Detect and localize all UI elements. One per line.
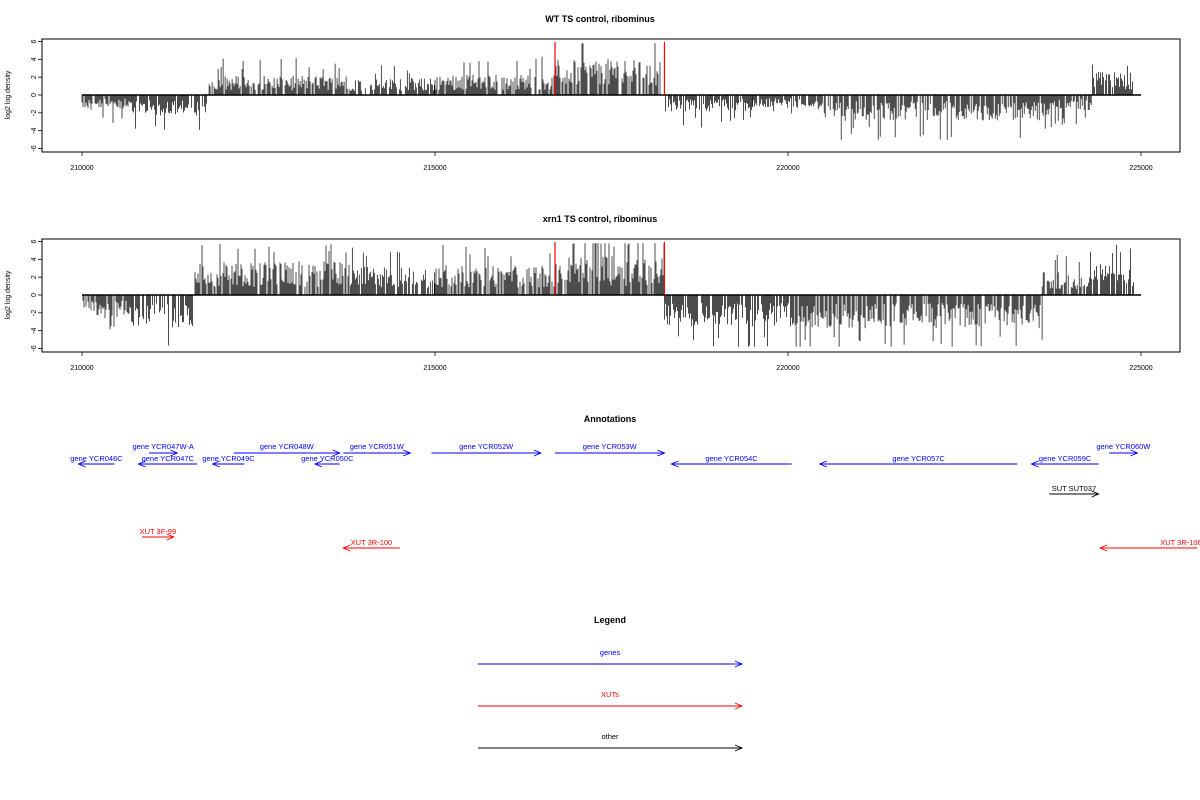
arrow-head (670, 460, 679, 468)
feature-label: gene YCR059C (1039, 454, 1092, 463)
arrow-head (1030, 460, 1039, 468)
y-tick-label: -2 (31, 310, 38, 316)
x-tick-label: 220000 (776, 165, 799, 172)
feature-annotation[interactable]: gene YCR047W-A (132, 442, 194, 457)
arrow-head (137, 460, 146, 468)
arrow-head (1098, 544, 1108, 552)
feature-label: XUT 3R-100 (351, 538, 393, 547)
feature-label: SUT SUT037 (1052, 484, 1096, 493)
arrow-head (1091, 490, 1100, 498)
arrow-head (166, 533, 175, 541)
feature-annotation[interactable]: gene YCR049C (202, 454, 255, 468)
feature-label: gene YCR047C (142, 454, 195, 463)
track-panel-1: WT TS control, ribominus 6 4 2 0 -2 -4 -6 log2 l… (5, 14, 1181, 172)
feature-annotation[interactable]: gene YCR050C (301, 454, 354, 468)
x-tick-label: 225000 (1129, 165, 1152, 172)
y-tick-label: -4 (31, 127, 38, 133)
arrow-head (211, 460, 220, 468)
feature-label: gene YCR048W (260, 442, 315, 451)
arrow-head (403, 449, 412, 457)
legend-item-genes: genes (478, 648, 744, 668)
track-panel-2: xrn1 TS control, ribominus 6 4 2 0 -2 -4 -6 log2… (5, 214, 1181, 372)
feature-label: gene YCR054C (705, 454, 758, 463)
x-tick-label: 215000 (423, 165, 446, 172)
legend-label: genes (600, 648, 621, 657)
feature-label: gene YCR057C (892, 454, 945, 463)
feature-label: gene YCR052W (459, 442, 514, 451)
feature-label: gene YCR051W (350, 442, 405, 451)
density-bars (81, 43, 1133, 141)
legend-title: Legend (594, 615, 626, 625)
legend: Legend genes XUTs other (478, 615, 744, 752)
feature-label: gene YCR047W-A (132, 442, 193, 451)
feature-annotation[interactable]: gene YCR051W (343, 442, 412, 457)
feature-annotation[interactable]: gene YCR052W (431, 442, 543, 457)
arrow-head (657, 449, 666, 457)
y-tick-label: 0 (31, 93, 38, 97)
feature-label: gene YCR049C (202, 454, 255, 463)
feature-label: XUT 3R-106 (1160, 538, 1200, 547)
y-axis-label: log2 log density (5, 70, 12, 119)
density-bars (82, 243, 1134, 347)
arrow-head (533, 449, 543, 457)
y-tick-label: 0 (31, 293, 38, 297)
feature-label: gene YCR060W (1096, 442, 1151, 451)
y-tick-label: -4 (31, 327, 38, 333)
y-tick-label: 6 (31, 239, 38, 243)
annotations-title: Annotations (584, 414, 637, 424)
y-tick-label: -6 (31, 345, 38, 351)
y-tick-label: 2 (31, 275, 38, 279)
legend-label: other (601, 732, 619, 741)
y-tick-label: 4 (31, 57, 38, 61)
feature-label: gene YCR053W (583, 442, 638, 451)
feature-annotation[interactable]: gene YCR046C (70, 454, 123, 468)
feature-label: XUT 3F-99 (140, 527, 177, 536)
feature-label: gene YCR046C (70, 454, 123, 463)
feature-annotation[interactable]: gene YCR060W (1096, 442, 1151, 457)
annotations-panel: Annotations gene YCR046C gene YCR047W-A gen… (70, 414, 1200, 552)
feature-annotation[interactable]: gene YCR047C (137, 454, 198, 468)
feature-annotation[interactable]: gene YCR054C (670, 454, 792, 468)
feature-annotation[interactable]: gene YCR059C (1030, 454, 1099, 468)
feature-annotation[interactable]: gene YCR048W (233, 442, 341, 457)
arrow-head (1130, 449, 1139, 457)
y-tick-label: 4 (31, 257, 38, 261)
arrow-head (734, 702, 744, 710)
plot-frame (41, 38, 1181, 153)
feature-annotation[interactable]: XUT 3R-100 (342, 538, 400, 552)
y-tick-label: -6 (31, 145, 38, 151)
x-tick-label: 225000 (1129, 365, 1152, 372)
x-tick-label: 220000 (776, 365, 799, 372)
x-tick-label: 215000 (423, 365, 446, 372)
feature-label: gene YCR050C (301, 454, 354, 463)
y-tick-label: 6 (31, 39, 38, 43)
y-axis-label: log2 log density (5, 270, 12, 319)
plot-frame (41, 238, 1181, 353)
feature-annotation[interactable]: gene YCR053W (555, 442, 666, 457)
feature-annotation[interactable]: gene YCR057C (818, 454, 1018, 468)
legend-item-other: other (478, 732, 744, 752)
arrow-head (734, 744, 744, 752)
arrow-head (734, 660, 744, 668)
feature-annotation[interactable]: SUT SUT037 (1049, 484, 1100, 498)
feature-annotation[interactable]: XUT 3F-99 (140, 527, 177, 541)
arrow-head (332, 449, 341, 457)
arrow-head (342, 544, 351, 552)
arrow-head (313, 460, 323, 468)
panel-title: WT TS control, ribominus (545, 14, 655, 24)
x-tick-label: 210000 (70, 165, 93, 172)
legend-label: XUTs (601, 690, 619, 699)
feature-annotation[interactable]: XUT 3R-106 (1098, 538, 1200, 552)
legend-item-XUTs: XUTs (478, 690, 744, 710)
arrow-head (170, 449, 179, 457)
y-tick-label: -2 (31, 110, 38, 116)
y-tick-label: 2 (31, 75, 38, 79)
x-tick-label: 210000 (70, 365, 93, 372)
panel-title: xrn1 TS control, ribominus (543, 214, 658, 224)
arrow-head (818, 460, 827, 468)
arrow-head (77, 460, 86, 468)
